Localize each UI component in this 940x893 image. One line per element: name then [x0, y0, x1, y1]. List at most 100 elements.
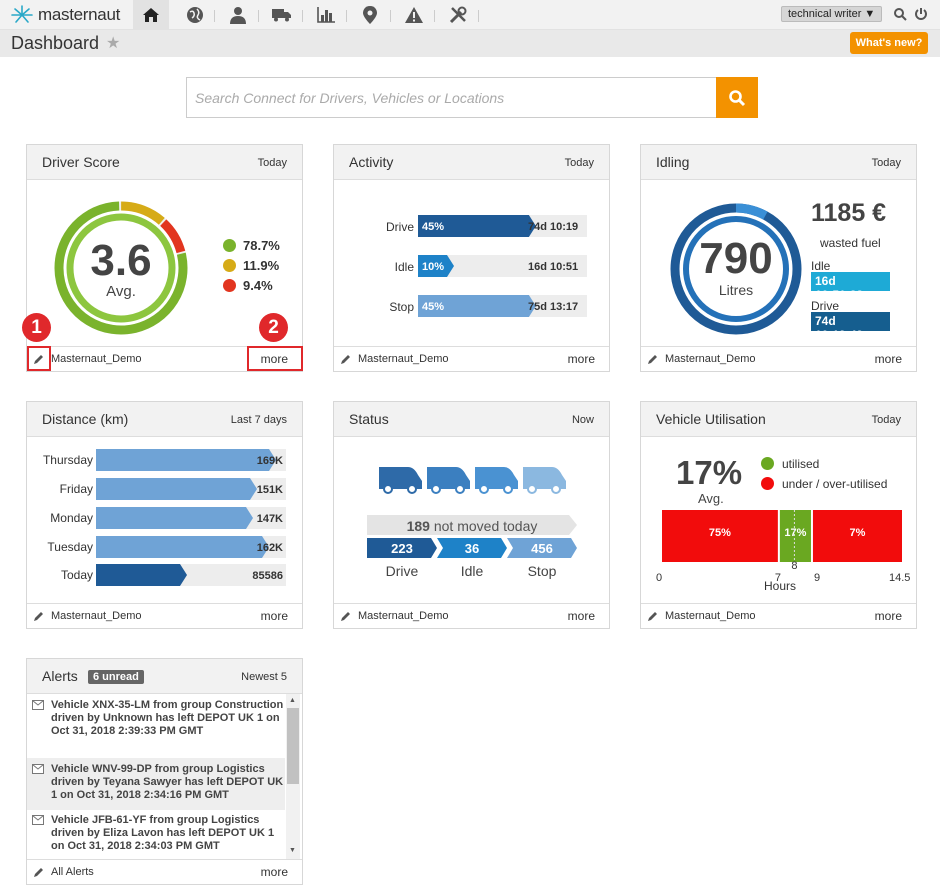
idling-cost-label: wasted fuel [820, 236, 881, 250]
edit-pencil-icon[interactable] [340, 353, 352, 365]
search-icon [729, 89, 746, 106]
distance-bar [96, 507, 253, 529]
legend-yellow-value: 11.9% [243, 258, 280, 273]
title-bar: Dashboard ★ [0, 30, 940, 57]
search-icon[interactable] [893, 7, 907, 21]
user-menu[interactable]: technical writer ▼ [781, 6, 883, 22]
legend-green-value: 78.7% [243, 238, 280, 253]
alert-item[interactable]: Vehicle WNV-99-DP from group Logistics d… [32, 763, 287, 807]
home-icon[interactable] [133, 0, 169, 30]
idling-idle-time: 16d 10:51:28 [811, 272, 890, 302]
scrollbar-thumb[interactable] [287, 708, 299, 784]
map-pin-icon[interactable] [352, 0, 388, 30]
edit-pencil-icon[interactable] [33, 866, 45, 878]
activity-bar-idle [418, 255, 454, 277]
activity-widget: Activity Today Drive 45% 74d 10:19 Idle … [333, 144, 610, 372]
edit-pencil-icon[interactable] [647, 353, 659, 365]
drive-count: 223 [391, 541, 413, 556]
globe-icon[interactable] [177, 0, 213, 30]
not-moved-count: 189 [406, 518, 430, 534]
distance-bar [96, 478, 257, 500]
more-link[interactable]: more [260, 352, 288, 366]
widget-header: Distance (km) Last 7 days [27, 402, 302, 437]
distance-label: Monday [50, 511, 93, 525]
scroll-up-icon[interactable]: ▲ [289, 697, 296, 704]
top-nav: masternaut technical writer ▼ [0, 0, 940, 30]
stop-label: Stop [527, 563, 557, 579]
status-arrows [367, 538, 577, 558]
driver-score-label: Avg. [106, 283, 136, 300]
widget-range: Newest 5 [241, 671, 287, 683]
widget-header: Activity Today [334, 145, 609, 180]
legend-other: under / over-utilised [782, 477, 888, 491]
widget-footer: Masternaut_Demo more [27, 346, 302, 371]
driver-score-value: 3.6 [90, 236, 152, 285]
van-icon [379, 467, 422, 494]
utilisation-segment [812, 510, 902, 562]
idling-drive-time: 74d 10:19:49 [811, 312, 890, 342]
scrollbar[interactable]: ▲ ▼ [286, 694, 300, 859]
stop-arrow [507, 538, 577, 558]
more-link[interactable]: more [567, 609, 595, 623]
nav-divider [302, 10, 303, 22]
footer-label: Masternaut_Demo [358, 353, 449, 365]
not-moved-text: 189 not moved today [367, 518, 577, 534]
truck-icon[interactable] [264, 0, 300, 30]
user-icon[interactable] [220, 0, 256, 30]
van-icon [475, 467, 518, 494]
alert-text: Vehicle WNV-99-DP from group Logistics d… [51, 763, 284, 801]
power-icon[interactable] [914, 7, 928, 21]
more-link[interactable]: more [567, 352, 595, 366]
idle-count: 36 [464, 541, 480, 556]
widget-title: Alerts [42, 668, 78, 684]
alert-item[interactable]: Vehicle JFB-61-YF from group Logistics d… [32, 814, 287, 858]
search-input[interactable] [187, 78, 717, 117]
distance-value: 85586 [252, 570, 283, 582]
whats-new-button[interactable]: What's new? [850, 32, 928, 54]
favorite-star-icon[interactable]: ★ [106, 35, 121, 52]
search-button[interactable] [716, 77, 758, 118]
edit-pencil-icon[interactable] [33, 353, 45, 365]
widget-header: Idling Today [641, 145, 916, 180]
activity-track-idle [418, 255, 587, 277]
scroll-down-icon[interactable]: ▼ [289, 847, 296, 854]
logo[interactable]: masternaut [10, 4, 120, 26]
driver-score-donut [54, 201, 188, 335]
activity-bar-drive [418, 215, 536, 237]
bar-chart-icon[interactable] [308, 0, 344, 30]
distance-label: Tuesday [47, 540, 93, 554]
callout-highlight-edit [27, 346, 51, 371]
utilisation-segment [779, 510, 811, 562]
activity-percent-stop: 45% [422, 301, 445, 313]
utilisation-tick: 14.5 [889, 572, 911, 584]
widget-header: Status Now [334, 402, 609, 437]
footer-label[interactable]: All Alerts [51, 866, 94, 878]
distance-bar [96, 449, 276, 471]
legend-red-dot [223, 279, 236, 292]
widget-title: Activity [349, 154, 394, 170]
more-link[interactable]: more [260, 865, 288, 879]
distance-value: 147K [256, 513, 283, 525]
utilisation-segment-label: 7% [850, 527, 866, 539]
widget-range: Now [571, 414, 594, 426]
utilisation-segment-label: 75% [709, 527, 731, 539]
more-link[interactable]: more [874, 609, 902, 623]
tools-icon[interactable] [440, 0, 476, 30]
nav-divider [434, 10, 435, 22]
edit-pencil-icon[interactable] [647, 610, 659, 622]
edit-pencil-icon[interactable] [33, 610, 45, 622]
more-link[interactable]: more [874, 352, 902, 366]
distance-label: Thursday [42, 453, 93, 467]
widget-footer: Masternaut_Demo more [27, 603, 302, 628]
alert-item[interactable]: Vehicle XNX-35-LM from group Constructio… [32, 699, 287, 757]
idling-donut [670, 203, 802, 335]
more-link[interactable]: more [260, 609, 288, 623]
activity-label-stop: Stop [389, 300, 414, 314]
nav-divider [478, 10, 479, 22]
edit-pencil-icon[interactable] [340, 610, 352, 622]
widget-title: Vehicle Utilisation [656, 411, 766, 427]
page-title: Dashboard [11, 33, 100, 53]
widget-title: Idling [656, 154, 690, 170]
warning-icon[interactable] [396, 0, 432, 30]
alert-highlight [27, 758, 285, 810]
